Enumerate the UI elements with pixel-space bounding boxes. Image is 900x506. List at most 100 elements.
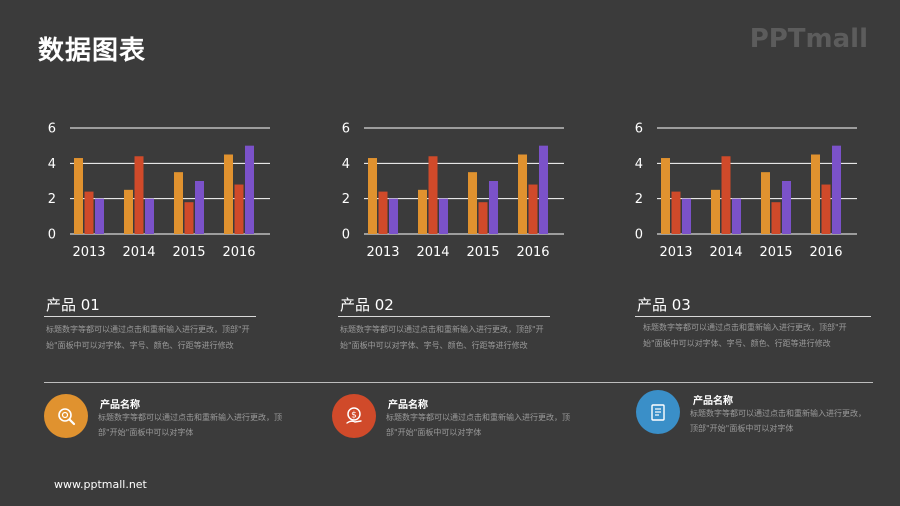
- x-tick-label: 2016: [222, 245, 255, 260]
- bar: [682, 198, 691, 234]
- bar: [245, 145, 254, 234]
- bar: [234, 184, 244, 234]
- dollar-hand-icon: $: [346, 407, 362, 424]
- x-tick-label: 2014: [122, 245, 155, 260]
- feature-icon-badge-1: [44, 394, 88, 438]
- product-title-2: 产品 02: [340, 296, 394, 314]
- bar: [428, 156, 438, 234]
- bar: [84, 191, 94, 234]
- bar: [468, 172, 477, 234]
- bar: [811, 154, 820, 234]
- product-desc-line: 始"面板中可以对字体、字号、颜色、行距等进行修改: [46, 341, 234, 350]
- bar: [174, 172, 183, 234]
- x-tick-label: 2015: [172, 245, 205, 260]
- bar: [439, 198, 448, 234]
- bar: [224, 154, 233, 234]
- x-tick-label: 2015: [759, 245, 792, 260]
- bar: [184, 202, 194, 234]
- product-title-3: 产品 03: [637, 296, 691, 314]
- product-divider-1: [44, 316, 256, 317]
- y-tick-label: 2: [635, 192, 643, 207]
- product-title-1: 产品 01: [46, 296, 100, 314]
- feature-icon-badge-2: $: [332, 394, 376, 438]
- bar: [661, 158, 670, 234]
- bar: [74, 158, 83, 234]
- section-divider: [44, 382, 873, 383]
- y-tick-label: 6: [635, 122, 643, 137]
- bar: [711, 189, 720, 234]
- chart-svg: 0 2 4 6 2013 2014 2015 2016: [48, 122, 270, 260]
- chart-svg: 0 2 4 6 2013 2014 2015 2016: [635, 122, 857, 260]
- x-tick-label: 2014: [416, 245, 449, 260]
- feature-title-2: 产品名称: [388, 400, 428, 411]
- y-tick-label: 0: [635, 228, 643, 243]
- x-tick-label: 2016: [516, 245, 549, 260]
- feature-desc-line: 标题数字等都可以通过点击和重新输入进行更改，顶: [386, 413, 570, 422]
- feature-desc-line: 标题数字等都可以通过点击和重新输入进行更改，顶部"开始"面板中可以对字体: [690, 409, 866, 433]
- bar-chart-1: 0 2 4 6 2013 2014 2015 2016: [42, 110, 282, 270]
- y-tick-label: 2: [342, 192, 350, 207]
- feature-desc-2: 标题数字等都可以通过点击和重新输入进行更改，顶 部"开始"面板中可以对字体: [386, 410, 586, 440]
- feature-desc-line: 标题数字等都可以通过点击和重新输入进行更改，顶: [98, 413, 282, 422]
- bar: [418, 189, 427, 234]
- bar: [782, 181, 791, 234]
- bar-chart-3: 0 2 4 6 2013 2014 2015 2016: [629, 110, 869, 270]
- search-icon: [58, 408, 76, 426]
- product-divider-3: [635, 316, 871, 317]
- y-tick-label: 4: [342, 157, 350, 172]
- bar: [732, 198, 741, 234]
- bar: [195, 181, 204, 234]
- bar: [124, 189, 133, 234]
- x-tick-label: 2013: [72, 245, 105, 260]
- y-tick-label: 2: [48, 192, 56, 207]
- feature-desc-3: 标题数字等都可以通过点击和重新输入进行更改，顶部"开始"面板中可以对字体: [690, 406, 870, 436]
- bar: [389, 198, 398, 234]
- svg-text:$: $: [351, 411, 357, 421]
- y-tick-label: 4: [635, 157, 643, 172]
- bar: [821, 184, 831, 234]
- bar: [145, 198, 154, 234]
- product-desc-line: 标题数字等都可以通过点击和重新输入进行更改，顶部"开: [643, 323, 847, 332]
- bar: [771, 202, 781, 234]
- feature-title-3: 产品名称: [693, 396, 733, 407]
- x-tick-label: 2015: [466, 245, 499, 260]
- product-desc-line: 始"面板中可以对字体、字号、颜色、行距等进行修改: [340, 341, 528, 350]
- bar: [761, 172, 770, 234]
- y-tick-label: 0: [342, 228, 350, 243]
- page-title: 数据图表: [38, 36, 147, 66]
- y-tick-label: 6: [48, 122, 56, 137]
- product-desc-3: 标题数字等都可以通过点击和重新输入进行更改，顶部"开 始"面板中可以对字体、字号…: [643, 320, 847, 352]
- x-tick-label: 2016: [809, 245, 842, 260]
- x-tick-label: 2013: [366, 245, 399, 260]
- bar: [671, 191, 681, 234]
- bar-chart-2: 0 2 4 6 2013 2014 2015 2016: [336, 110, 576, 270]
- product-desc-line: 标题数字等都可以通过点击和重新输入进行更改，顶部"开: [340, 325, 544, 334]
- bar: [368, 158, 377, 234]
- bar: [539, 145, 548, 234]
- feature-desc-line: 部"开始"面板中可以对字体: [386, 428, 482, 437]
- x-tick-label: 2013: [659, 245, 692, 260]
- feature-desc-line: 部"开始"面板中可以对字体: [98, 428, 194, 437]
- bar: [489, 181, 498, 234]
- brand-logo: PPTmall: [749, 24, 868, 54]
- bar: [478, 202, 488, 234]
- bar: [378, 191, 388, 234]
- y-tick-label: 4: [48, 157, 56, 172]
- bar: [95, 198, 104, 234]
- y-tick-label: 6: [342, 122, 350, 137]
- feature-title-1: 产品名称: [100, 400, 140, 411]
- product-desc-line: 标题数字等都可以通过点击和重新输入进行更改，顶部"开: [46, 325, 250, 334]
- y-tick-label: 0: [48, 228, 56, 243]
- bar: [832, 145, 841, 234]
- product-divider-2: [338, 316, 550, 317]
- bar: [518, 154, 527, 234]
- feature-icon-badge-3: [636, 390, 680, 434]
- chart-svg: 0 2 4 6 2013 2014 2015 2016: [342, 122, 564, 260]
- product-desc-1: 标题数字等都可以通过点击和重新输入进行更改，顶部"开 始"面板中可以对字体、字号…: [46, 322, 250, 354]
- bar: [528, 184, 538, 234]
- document-icon: [651, 404, 665, 421]
- bar: [721, 156, 731, 234]
- website-url[interactable]: www.pptmall.net: [54, 478, 147, 491]
- bar: [134, 156, 144, 234]
- feature-desc-1: 标题数字等都可以通过点击和重新输入进行更改，顶 部"开始"面板中可以对字体: [98, 410, 298, 440]
